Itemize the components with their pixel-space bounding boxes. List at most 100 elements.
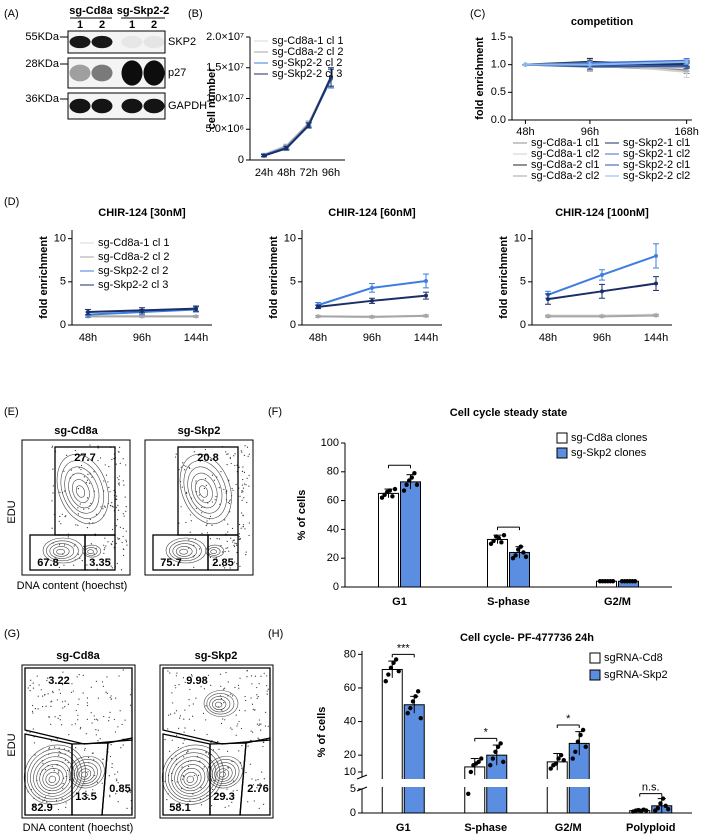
event-dot [233,544,235,546]
event-dot [233,539,235,541]
event-dot [174,684,176,687]
event-dot [104,547,106,549]
event-dot [66,769,69,771]
event-dot [73,545,75,547]
event-dot [83,545,85,548]
event-dot [47,693,49,695]
event-dot [106,676,108,678]
event-dot [118,538,121,540]
contour [73,762,98,784]
event-dot [31,710,34,712]
y-tick-label: 60 [327,495,339,507]
event-dot [58,754,60,756]
y-tick-label: 0 [290,319,296,331]
event-dot [211,501,214,503]
blot-band [143,60,165,86]
event-dot [258,807,260,809]
event-dot [209,556,212,558]
event-dot [215,557,218,559]
event-dot [56,699,58,701]
event-dot [244,695,246,698]
event-dot [242,466,244,468]
event-dot [117,451,119,453]
event-dot [119,446,121,448]
event-dot [116,519,119,521]
event-dot [257,779,259,781]
event-dot [86,697,89,699]
event-dot [251,683,253,685]
event-dot [261,771,263,773]
event-dot [178,469,180,471]
event-dot [265,711,267,713]
event-dot [120,569,123,571]
event-dot [240,512,243,514]
bar [403,704,425,814]
blot-strip [67,30,166,54]
y-tick-label: 1.5×10⁷ [206,62,244,74]
event-dot [100,506,102,508]
contour [33,756,75,797]
event-dot [124,496,126,498]
event-dot [110,695,112,697]
event-dot [109,755,112,758]
event-dot [238,687,240,689]
event-dot [94,774,96,777]
y-tick-label: 0 [520,319,526,331]
data-point [583,744,588,749]
event-dot [226,540,228,542]
axis-break [354,779,692,787]
event-dot [75,524,77,526]
event-dot [71,724,73,726]
event-dot [122,554,125,556]
panel-label: (H) [268,628,283,640]
legend-label: sg-Skp2-2 cl 2 [98,265,168,277]
contour [56,453,109,525]
legend-swatch [589,652,601,664]
event-dot [220,722,223,725]
data-point [401,488,407,493]
event-dot [108,486,110,489]
legend-label: sg-Cd8a-1 cl 1 [272,35,344,47]
event-dot [46,677,49,679]
event-dot [123,548,125,551]
event-dot [36,675,38,677]
event-dot [86,527,89,529]
event-dot [184,727,186,729]
event-dot [97,729,99,731]
event-dot [80,469,82,471]
data-point [580,727,586,733]
y-axis-label: cell number [206,67,218,129]
event-dot [79,728,81,730]
event-dot [226,453,228,455]
event-dot [175,675,177,677]
event-dot [114,773,116,775]
y-tick-label: 40 [344,715,356,727]
event-dot [61,513,63,515]
contour [78,768,92,780]
data-point [413,694,418,699]
event-dot [30,679,32,681]
event-dot [164,738,166,741]
event-dot [52,485,54,487]
event-dot [58,751,60,753]
event-dot [51,690,54,692]
event-dot [246,676,248,678]
data-point [573,749,578,754]
event-dot [204,448,206,451]
event-dot [241,745,243,747]
event-dot [121,541,123,544]
event-dot [242,487,245,489]
protein-label: GAPDH [168,100,207,112]
contour [195,479,213,503]
series-point [424,278,428,283]
event-dot [227,766,229,769]
gate [84,534,116,571]
event-dot [37,708,39,710]
contour [36,760,71,794]
event-dot [110,698,113,700]
event-dot [184,709,186,711]
event-dot [228,500,231,502]
event-dot [241,451,243,453]
event-dot [182,774,184,777]
event-dot [224,770,226,772]
